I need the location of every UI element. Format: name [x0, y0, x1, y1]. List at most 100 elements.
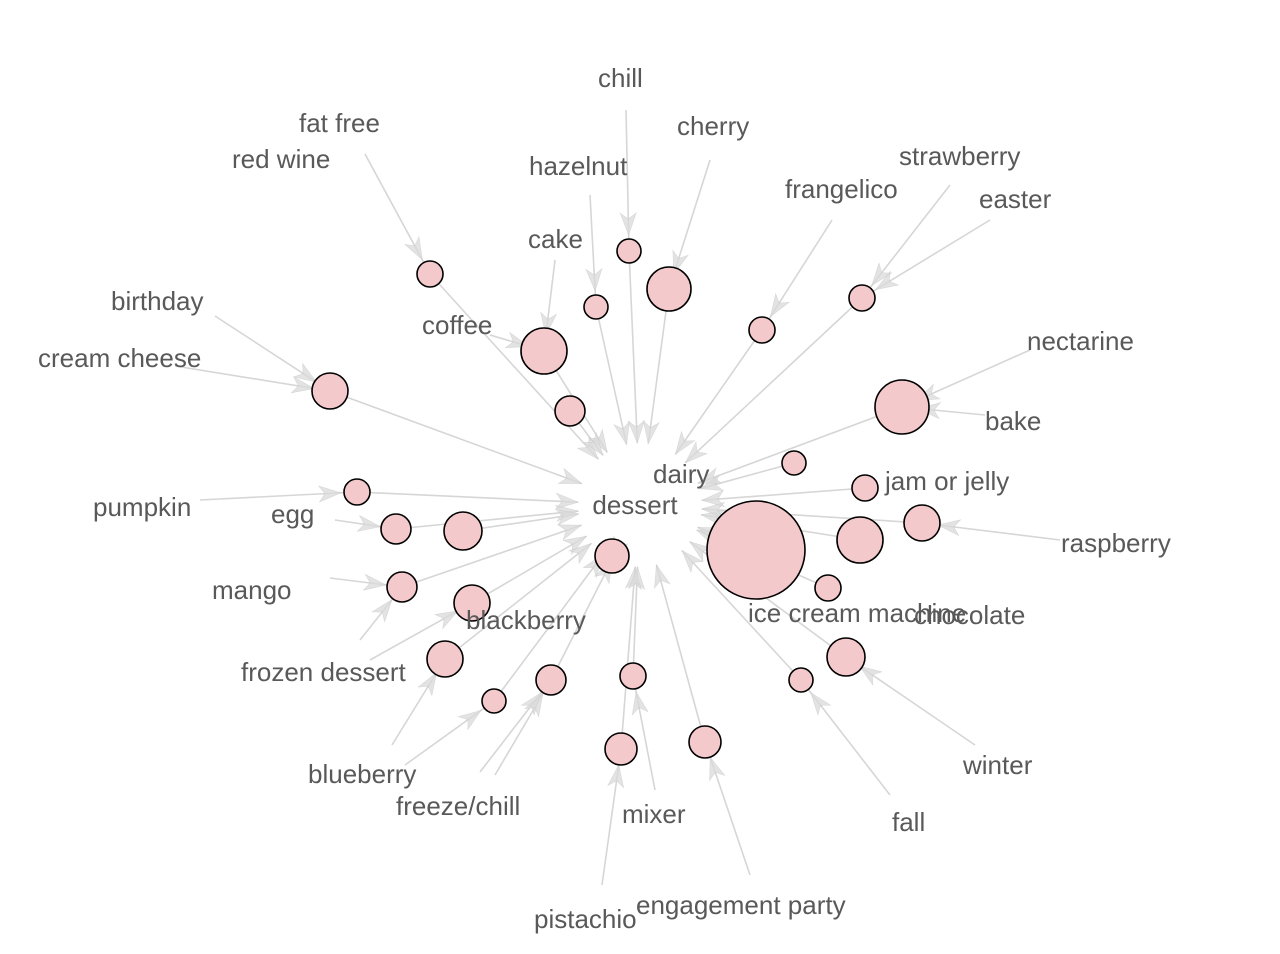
node-frozen: [426, 640, 464, 678]
feeder-arrow-17: [937, 519, 962, 537]
hub-arrow-5: [556, 524, 583, 541]
node-cherry: [646, 266, 692, 312]
hub-edge-13: [681, 550, 802, 681]
hub-edge-3: [395, 510, 579, 530]
label-pistachio: pistachio: [534, 904, 637, 934]
feeder-arrow-25: [585, 267, 603, 292]
label-chill: chill: [598, 63, 643, 93]
node-chocolate: [836, 516, 884, 564]
feeder-arrow-7: [433, 610, 459, 630]
hub-arrow-18: [700, 490, 726, 508]
label-fall: fall: [892, 807, 925, 837]
label-dessert: dessert: [592, 490, 678, 520]
node-fall: [788, 667, 814, 693]
label-blueberry: blueberry: [308, 759, 416, 789]
node-creamcheese: [616, 238, 642, 264]
node-dairy: [781, 450, 807, 476]
node-freeze: [535, 664, 567, 696]
node-jam: [851, 474, 879, 502]
feeder-arrow-26: [540, 311, 558, 336]
node-nectarine: [874, 379, 930, 435]
feeder-arrow-21: [871, 262, 893, 287]
label-egg: egg: [271, 499, 314, 529]
node-raspberry: [903, 504, 941, 542]
node-bake: [380, 513, 412, 545]
label-birthday: birthday: [111, 286, 204, 316]
hub-arrow-24: [627, 419, 645, 444]
label-engagement-party: engagement party: [636, 890, 846, 920]
hub-edge-12: [655, 564, 706, 743]
hub-edge-8: [493, 554, 604, 702]
hub-edge-0: [429, 273, 599, 460]
hub-edge-2: [356, 491, 579, 503]
node-cake: [583, 294, 609, 320]
feeder-arrow-15: [810, 691, 832, 716]
arrowheads-layer: [290, 211, 962, 789]
label-fat-free: fat free: [299, 108, 380, 138]
feeder-arrow-0: [403, 235, 423, 261]
feeder-arrow-4: [356, 514, 382, 532]
label-mixer: mixer: [622, 799, 686, 829]
hub-edge-1: [329, 390, 583, 485]
node-mango: [386, 571, 418, 603]
node-winter: [826, 637, 866, 677]
node-coffee: [520, 327, 568, 375]
hub-arrow-23: [642, 419, 660, 445]
feeder-arrow-9: [457, 709, 482, 731]
hub-edge-24: [628, 250, 639, 444]
labels-layer: dessert ice cream machine nectarine coff…: [38, 63, 1171, 934]
hub-arrow-14: [689, 541, 714, 563]
hub-arrow-25: [613, 420, 631, 446]
feeder-arrow-8: [417, 671, 438, 697]
hub-edge-22: [674, 329, 763, 455]
hub-edge-6: [471, 535, 587, 604]
node-pumpkin: [343, 478, 371, 506]
label-freeze-chill: freeze/chill: [396, 791, 520, 821]
hub-edge-7: [444, 542, 592, 660]
hub-arrow-2: [554, 492, 579, 510]
feeder-arrow-13: [631, 690, 649, 716]
label-strawberry: strawberry: [899, 141, 1020, 171]
node-strawberry: [814, 574, 842, 602]
feeder-arrow-14: [709, 756, 726, 782]
label-hazelnut: hazelnut: [529, 151, 628, 181]
feeder-arrow-3: [317, 485, 342, 503]
label-chocolate: chocolate: [914, 600, 1025, 630]
hub-arrow-12: [654, 563, 671, 590]
hub-arrow-7: [568, 542, 593, 565]
hub-arrow-13: [681, 549, 704, 574]
node-easter: [848, 284, 876, 312]
hub-edge-10: [620, 566, 636, 750]
hub-edge-23: [647, 288, 670, 444]
feeder-arrow-2: [290, 376, 316, 394]
hub-edge-5: [401, 524, 582, 588]
feeder-arrow-24: [619, 211, 637, 236]
feeder-arrow-5: [362, 573, 387, 591]
label-red-wine: red wine: [232, 144, 330, 174]
node-pistachio: [604, 732, 638, 766]
node-icecream: [706, 500, 806, 600]
node-engagement: [688, 725, 722, 759]
hub-arrow-27: [582, 431, 604, 456]
label-frozen-dessert: frozen dessert: [241, 657, 407, 687]
feeder-arrow-6: [371, 598, 393, 623]
label-jam-or-jelly: jam or jelly: [884, 466, 1009, 496]
label-mango: mango: [212, 575, 292, 605]
hub-edge-18: [701, 487, 866, 502]
node-egg: [443, 511, 483, 551]
node-frangelico: [748, 316, 776, 344]
label-raspberry: raspberry: [1061, 528, 1171, 558]
nodes-layer: [311, 238, 941, 766]
hub-arrow-22: [674, 430, 696, 455]
label-dairy: dairy: [653, 459, 709, 489]
label-cherry: cherry: [677, 111, 749, 141]
node-mixer: [619, 662, 647, 690]
feeder-arrow-22: [770, 292, 791, 318]
label-frangelico: frangelico: [785, 174, 898, 204]
node-birthday: [311, 372, 349, 410]
hub-arrow-4: [554, 508, 580, 526]
hub-arrow-21: [684, 440, 708, 464]
hub-edge-21: [684, 297, 863, 464]
hub-edge-25: [595, 306, 628, 445]
